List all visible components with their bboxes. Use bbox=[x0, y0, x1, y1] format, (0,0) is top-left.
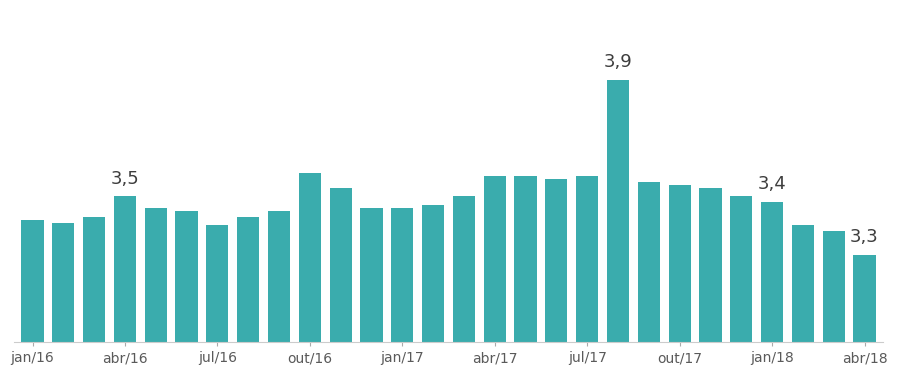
Bar bbox=[207, 225, 228, 372]
Text: 3,9: 3,9 bbox=[603, 53, 632, 71]
Bar bbox=[145, 208, 167, 372]
Bar bbox=[607, 80, 629, 372]
Text: 3,3: 3,3 bbox=[850, 228, 879, 246]
Bar bbox=[22, 219, 44, 372]
Bar bbox=[577, 176, 598, 372]
Bar bbox=[392, 208, 413, 372]
Bar bbox=[853, 254, 876, 372]
Text: 3,4: 3,4 bbox=[758, 176, 787, 193]
Bar bbox=[792, 225, 814, 372]
Bar bbox=[761, 202, 783, 372]
Bar bbox=[515, 176, 537, 372]
Bar bbox=[730, 196, 753, 372]
Bar bbox=[823, 231, 845, 372]
Bar bbox=[360, 208, 383, 372]
Bar bbox=[299, 173, 321, 372]
Bar bbox=[453, 196, 475, 372]
Bar bbox=[175, 211, 198, 372]
Bar bbox=[545, 179, 568, 372]
Bar bbox=[638, 182, 660, 372]
Bar bbox=[268, 211, 290, 372]
Bar bbox=[114, 196, 136, 372]
Bar bbox=[237, 217, 260, 372]
Text: 3,5: 3,5 bbox=[110, 170, 139, 187]
Bar bbox=[484, 176, 506, 372]
Bar bbox=[83, 217, 105, 372]
Bar bbox=[330, 187, 352, 372]
Bar bbox=[669, 185, 691, 372]
Bar bbox=[700, 187, 722, 372]
Bar bbox=[52, 222, 75, 372]
Bar bbox=[422, 205, 445, 372]
